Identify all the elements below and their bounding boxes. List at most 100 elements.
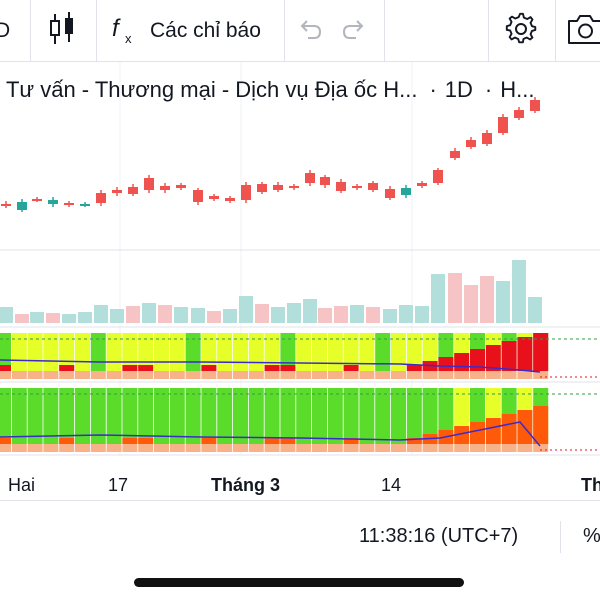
chart-grid	[0, 62, 600, 456]
candle-body	[48, 200, 58, 204]
candle-body	[32, 199, 42, 201]
svg-text:f: f	[112, 15, 121, 42]
indicator-bar	[406, 333, 422, 371]
function-icon: f x	[110, 12, 140, 51]
indicator-bar	[533, 371, 549, 379]
indicator-bar	[11, 371, 27, 379]
volume-bar	[0, 307, 13, 323]
candles-icon	[46, 10, 78, 53]
bottom-status-bar: 11:38:16 (UTC+7) %	[0, 500, 600, 572]
legend-separator: ·	[429, 77, 437, 102]
volume-bar	[110, 309, 124, 323]
indicator-bar	[217, 388, 233, 444]
candle	[176, 183, 186, 190]
volume-bar	[448, 273, 462, 323]
settings-button[interactable]	[503, 0, 541, 62]
volume-bar	[30, 312, 44, 323]
indicator-bar	[280, 444, 296, 452]
indicator-bar	[296, 333, 312, 371]
legend-separator: ·	[484, 77, 493, 102]
indicator-bar	[533, 333, 549, 371]
chart-type-button[interactable]	[46, 0, 84, 62]
indicator-bar	[375, 333, 391, 371]
symbol-legend[interactable]: n Tư vấn - Thương mại - Dịch vụ Địa ốc H…	[0, 72, 600, 108]
volume-bar	[366, 307, 380, 323]
indicator-bar	[27, 371, 43, 379]
volume-bar	[383, 309, 397, 323]
volume-bar	[78, 312, 92, 323]
indicator-bar	[501, 444, 517, 452]
camera-icon	[566, 13, 600, 50]
volume-bar	[303, 299, 317, 323]
indicator-bar	[391, 388, 406, 444]
indicator-bar	[201, 444, 217, 452]
candle-body	[193, 190, 203, 202]
indicator-bar	[233, 371, 248, 379]
candle-body	[466, 140, 476, 147]
x-tick-label: 14	[381, 475, 401, 495]
indicator-bar	[343, 444, 359, 452]
x-tick-label: Tháng 3	[211, 475, 280, 495]
candle-body	[80, 204, 90, 206]
candle	[241, 182, 251, 203]
indicator-bar	[0, 388, 11, 444]
candle	[352, 184, 362, 190]
candle	[320, 175, 330, 188]
indicator-panel-2	[0, 388, 600, 452]
indicator-line	[0, 359, 541, 373]
indicator-bar	[138, 388, 154, 444]
indicator-bar	[90, 444, 106, 452]
indicator-bar	[406, 388, 422, 444]
indicator-bar	[391, 371, 406, 379]
indicator-bar	[501, 341, 517, 371]
indicator-bar	[264, 371, 280, 379]
candle-body	[176, 185, 186, 188]
volume-bar	[46, 313, 60, 323]
undo-button[interactable]	[296, 0, 328, 62]
indicator-bar	[422, 371, 438, 379]
volume-bar	[62, 314, 76, 323]
candle-body	[352, 186, 362, 188]
indicator-line	[0, 421, 541, 447]
interval-button[interactable]: D	[0, 0, 22, 62]
indicator-bar	[264, 333, 280, 371]
indicator-bar	[248, 371, 264, 379]
indicator-bar	[27, 333, 43, 371]
indicator-bar	[438, 371, 454, 379]
candle-body	[482, 133, 492, 144]
indicator-bar	[43, 444, 59, 452]
candle	[17, 199, 27, 212]
screenshot-button[interactable]	[566, 0, 600, 62]
indicator-bar	[233, 333, 248, 371]
indicator-bar	[11, 333, 27, 371]
candle-body	[433, 170, 443, 183]
redo-button[interactable]	[340, 0, 372, 62]
indicator-bar	[343, 365, 359, 371]
candle-body	[385, 189, 395, 198]
indicator-bar	[169, 388, 185, 444]
chart-area[interactable]: Hai 17 Tháng 3 14 Th	[0, 62, 600, 500]
interval-label: D	[0, 19, 11, 42]
indicators-button[interactable]: f x Các chỉ báo	[110, 0, 280, 62]
indicator-bar	[359, 444, 375, 452]
candle	[32, 197, 42, 202]
candle	[433, 168, 443, 185]
volume-bar	[480, 276, 494, 323]
volume-bar	[350, 305, 364, 323]
indicator-bar	[0, 438, 11, 444]
indicator-bar	[312, 388, 327, 444]
indicator-bar	[296, 444, 312, 452]
volume-bar	[15, 314, 29, 323]
indicator-bar	[90, 371, 106, 379]
indicator-bar	[343, 371, 359, 379]
indicator-bar	[280, 371, 296, 379]
candle-body	[160, 186, 170, 190]
clock-timezone[interactable]: 11:38:16 (UTC+7)	[359, 525, 519, 547]
indicator-bar	[359, 371, 375, 379]
candle	[385, 186, 395, 200]
indicator-bar	[406, 371, 422, 379]
candle	[305, 170, 315, 186]
price-chart[interactable]: Hai 17 Tháng 3 14 Th	[0, 62, 600, 500]
svg-text:x: x	[125, 31, 132, 46]
percent-scale-toggle[interactable]: %	[583, 525, 600, 547]
